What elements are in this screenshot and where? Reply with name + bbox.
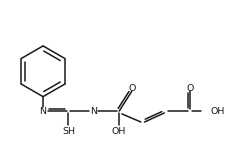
Text: SH: SH (62, 127, 75, 136)
Text: O: O (128, 84, 135, 93)
Text: N: N (40, 107, 47, 116)
Text: N: N (90, 107, 97, 116)
Text: OH: OH (211, 107, 225, 116)
Text: OH: OH (112, 127, 126, 136)
Text: O: O (186, 84, 194, 93)
